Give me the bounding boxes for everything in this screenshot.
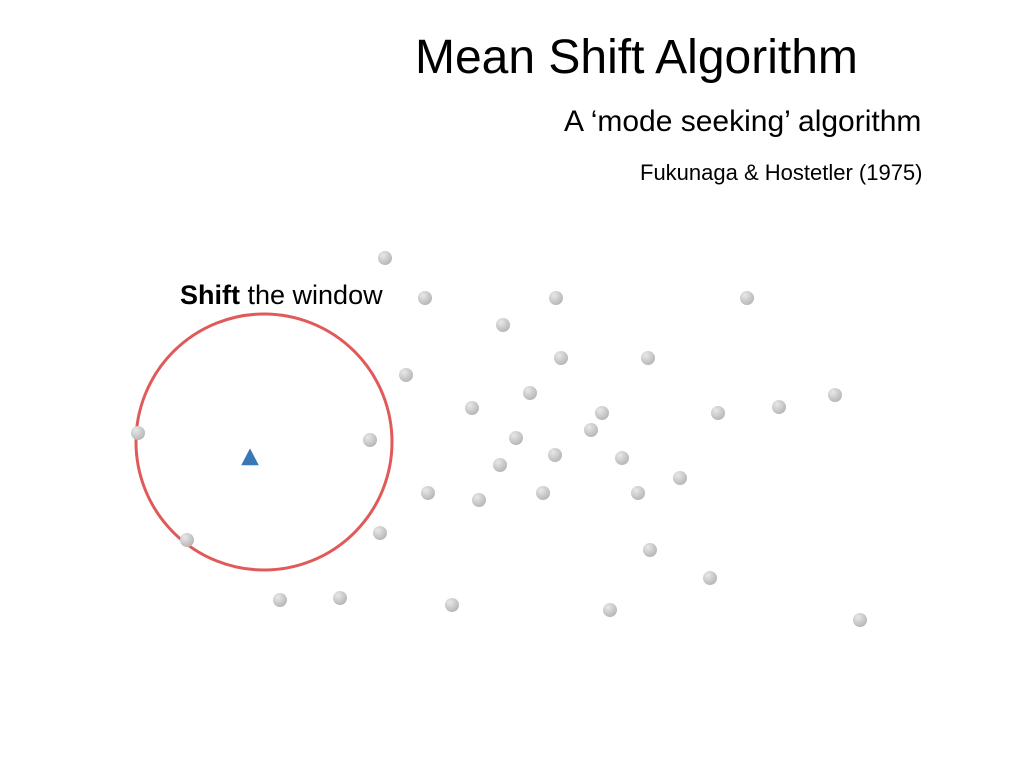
- data-point: [333, 591, 347, 605]
- window-circle: [136, 314, 392, 570]
- data-point: [673, 471, 687, 485]
- data-point: [584, 423, 598, 437]
- data-point: [472, 493, 486, 507]
- data-point: [363, 433, 377, 447]
- data-point: [631, 486, 645, 500]
- data-point: [131, 426, 145, 440]
- data-point: [548, 448, 562, 462]
- data-point: [549, 291, 563, 305]
- slide: Mean Shift Algorithm A ‘mode seeking’ al…: [0, 0, 1024, 768]
- data-point: [180, 533, 194, 547]
- data-point: [828, 388, 842, 402]
- data-point: [772, 400, 786, 414]
- center-marker-triangle-icon: [241, 448, 259, 465]
- data-point: [418, 291, 432, 305]
- data-point: [740, 291, 754, 305]
- data-point: [711, 406, 725, 420]
- data-point: [615, 451, 629, 465]
- data-point: [554, 351, 568, 365]
- data-point: [853, 613, 867, 627]
- data-point: [373, 526, 387, 540]
- data-point: [603, 603, 617, 617]
- data-point: [536, 486, 550, 500]
- data-point: [509, 431, 523, 445]
- data-point: [643, 543, 657, 557]
- data-point: [378, 251, 392, 265]
- data-point: [641, 351, 655, 365]
- data-point: [703, 571, 717, 585]
- data-point: [399, 368, 413, 382]
- data-point: [273, 593, 287, 607]
- data-point: [465, 401, 479, 415]
- data-point: [493, 458, 507, 472]
- data-point: [595, 406, 609, 420]
- data-point: [445, 598, 459, 612]
- data-point: [496, 318, 510, 332]
- meanshift-diagram: [0, 0, 1024, 768]
- data-point: [421, 486, 435, 500]
- data-point: [523, 386, 537, 400]
